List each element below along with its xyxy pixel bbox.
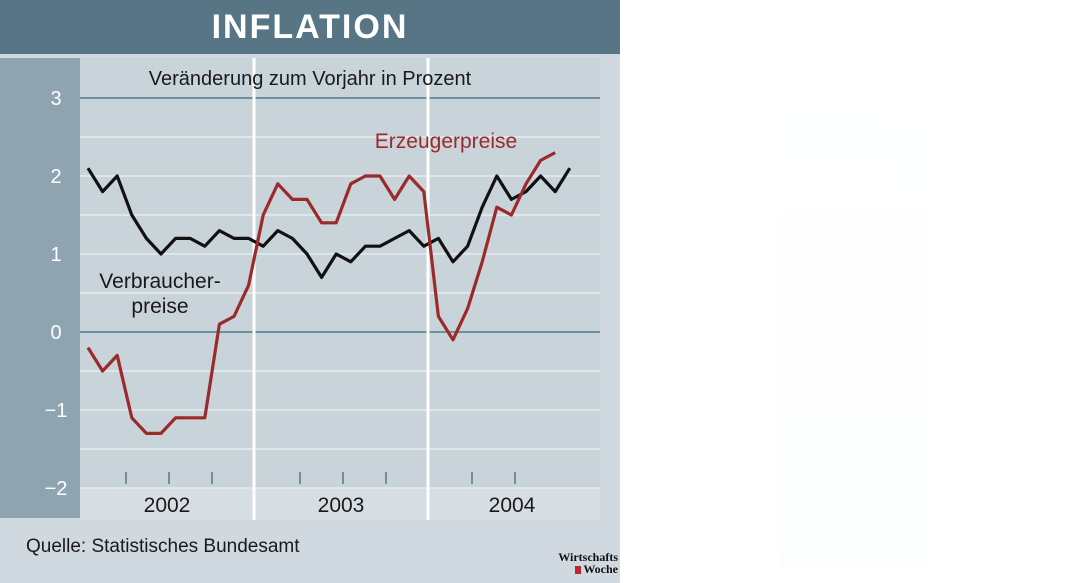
logo-line1: Wirtschafts bbox=[558, 550, 618, 564]
series-labels: Verbraucher-preise Erzeugerpreise bbox=[99, 130, 517, 318]
publisher-logo: Wirtschafts Woche bbox=[558, 551, 618, 575]
y-tick-label: 0 bbox=[50, 322, 61, 344]
y-tick-label: 2 bbox=[50, 166, 61, 188]
producer-series-label: Erzeugerpreise bbox=[375, 130, 517, 153]
consumer-label-line: Verbraucher- bbox=[99, 270, 220, 293]
background-panel bbox=[780, 30, 930, 570]
consumer-price-line bbox=[86, 167, 572, 279]
year-label: 2003 bbox=[318, 494, 365, 517]
chart-title: INFLATION bbox=[211, 7, 409, 46]
title-bar: INFLATION bbox=[0, 0, 620, 54]
chart-svg: −2 −1 0 1 2 3 2002 2003 2004 Veränderung zum Vo… bbox=[45, 58, 600, 520]
series-lines bbox=[86, 151, 572, 435]
chart-subtitle: Veränderung zum Vorjahr in Prozent bbox=[149, 68, 472, 90]
y-tick-labels: −2 −1 0 1 2 3 bbox=[45, 88, 68, 500]
logo-line2: Woche bbox=[583, 562, 618, 576]
x-ticks bbox=[125, 472, 516, 484]
plot-area bbox=[80, 58, 600, 488]
y-tick-label: 3 bbox=[50, 88, 61, 110]
y-tick-label: −1 bbox=[45, 400, 68, 422]
year-label: 2004 bbox=[489, 494, 536, 517]
y-tick-label: −2 bbox=[45, 478, 68, 500]
year-dividers bbox=[252, 58, 430, 520]
y-tick-label: 1 bbox=[50, 244, 61, 266]
year-band-bg bbox=[80, 489, 600, 520]
producer-price-line bbox=[86, 151, 556, 435]
chart-card: INFLATION −2 −1 0 1 2 3 2002 2003 2004 Veränder… bbox=[0, 0, 620, 583]
consumer-label-line: preise bbox=[131, 295, 188, 318]
consumer-series-label: Verbraucher-preise bbox=[99, 270, 220, 318]
year-label: 2002 bbox=[144, 494, 191, 517]
year-band: 2002 2003 2004 bbox=[80, 489, 600, 520]
source-note: Quelle: Statistisches Bundesamt bbox=[26, 536, 300, 557]
y-axis-strip bbox=[0, 58, 80, 518]
grid-lines bbox=[80, 97, 600, 489]
